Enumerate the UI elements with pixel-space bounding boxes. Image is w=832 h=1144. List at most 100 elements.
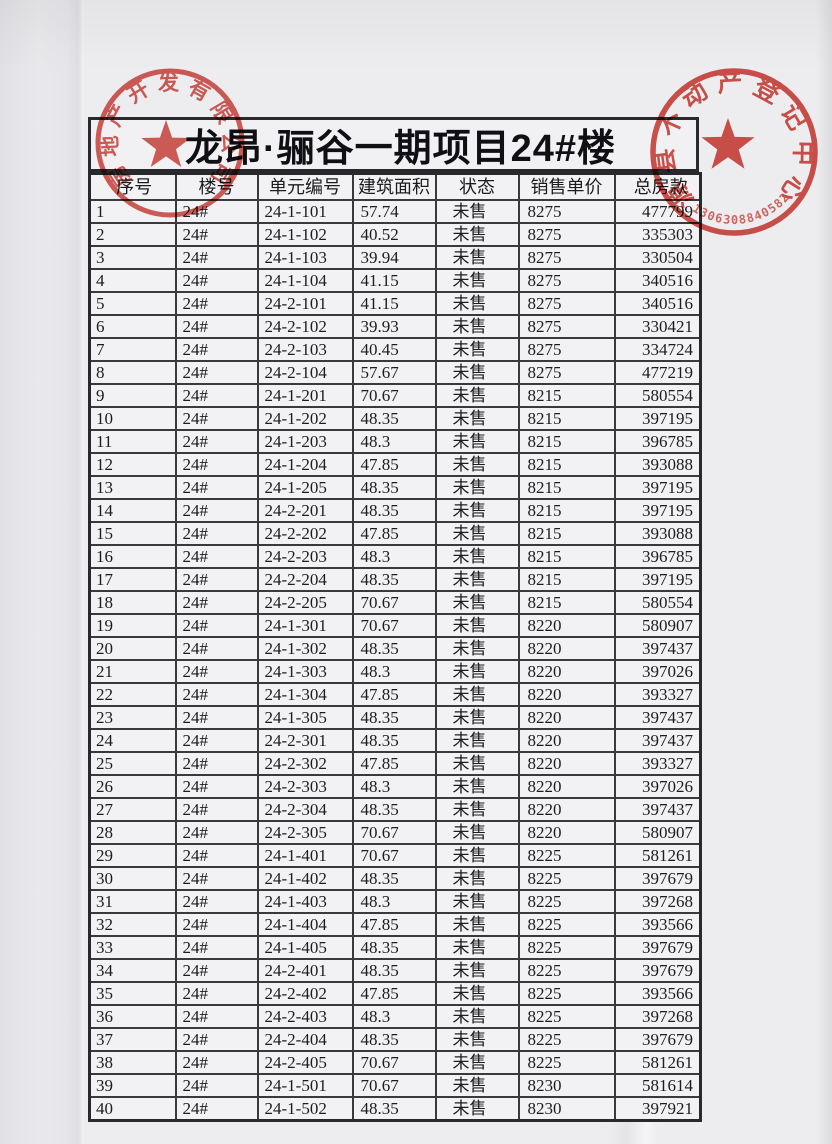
- cell: 24#: [174, 406, 259, 431]
- cell: 未售: [434, 912, 520, 937]
- cell: 24-1-502: [256, 1096, 354, 1122]
- cell: 未售: [434, 958, 520, 983]
- table-row: 1 24# 24-1-101 57.74 未售 8275 477799: [88, 199, 702, 224]
- cell: 24#: [174, 245, 259, 270]
- cell: 24-1-304: [256, 682, 354, 707]
- cell: 24#: [174, 797, 259, 822]
- cell: 48.35: [351, 406, 437, 431]
- table-row: 4 24# 24-1-104 41.15 未售 8275 340516: [88, 268, 702, 293]
- cell: 18: [88, 590, 177, 615]
- cell: 8225: [517, 1050, 616, 1075]
- cell: 未售: [434, 452, 520, 477]
- cell: 397026: [613, 659, 702, 684]
- cell: 未售: [434, 820, 520, 845]
- cell: 8215: [517, 383, 616, 408]
- cell: 24-1-101: [256, 199, 354, 224]
- paper-crease-left: [0, 0, 84, 1144]
- cell: 28: [88, 820, 177, 845]
- cell: 47.85: [351, 751, 437, 776]
- cell: 48.35: [351, 797, 437, 822]
- cell: 13: [88, 475, 177, 500]
- cell: 24-1-305: [256, 705, 354, 730]
- table-row: 16 24# 24-2-203 48.3 未售 8215 396785: [88, 544, 702, 569]
- cell: 8275: [517, 245, 616, 270]
- table-row: 22 24# 24-1-304 47.85 未售 8220 393327: [88, 682, 702, 707]
- cell: 未售: [434, 636, 520, 661]
- cell: 35: [88, 981, 177, 1006]
- column-header-2: 单元编号: [256, 172, 354, 201]
- cell: 8225: [517, 866, 616, 891]
- cell: 24#: [174, 613, 259, 638]
- cell: 57.74: [351, 199, 437, 224]
- cell: 24-2-201: [256, 498, 354, 523]
- cell: 8220: [517, 751, 616, 776]
- cell: 24-2-305: [256, 820, 354, 845]
- cell: 396785: [613, 544, 702, 569]
- cell: 未售: [434, 222, 520, 247]
- cell: 24#: [174, 360, 259, 385]
- cell: 2: [88, 222, 177, 247]
- cell: 397437: [613, 797, 702, 822]
- cell: 24-2-103: [256, 337, 354, 362]
- cell: 40: [88, 1096, 177, 1122]
- table-row: 17 24# 24-2-204 48.35 未售 8215 397195: [88, 567, 702, 592]
- cell: 24-1-203: [256, 429, 354, 454]
- table-row: 27 24# 24-2-304 48.35 未售 8220 397437: [88, 797, 702, 822]
- cell: 32: [88, 912, 177, 937]
- cell: 24-2-104: [256, 360, 354, 385]
- cell: 47.85: [351, 912, 437, 937]
- cell: 48.35: [351, 475, 437, 500]
- table-row: 9 24# 24-1-201 70.67 未售 8215 580554: [88, 383, 702, 408]
- document-title-bar: 龙昂·骊谷一期项目24#楼: [88, 117, 699, 172]
- cell: 未售: [434, 268, 520, 293]
- cell: 48.35: [351, 866, 437, 891]
- cell: 8225: [517, 1004, 616, 1029]
- cell: 47.85: [351, 521, 437, 546]
- table-row: 24 24# 24-2-301 48.35 未售 8220 397437: [88, 728, 702, 753]
- cell: 未售: [434, 751, 520, 776]
- cell: 8275: [517, 337, 616, 362]
- cell: 24#: [174, 222, 259, 247]
- cell: 8220: [517, 797, 616, 822]
- cell: 37: [88, 1027, 177, 1052]
- cell: 8225: [517, 912, 616, 937]
- cell: 70.67: [351, 383, 437, 408]
- cell: 48.35: [351, 705, 437, 730]
- cell: 397437: [613, 705, 702, 730]
- table-row: 30 24# 24-1-402 48.35 未售 8225 397679: [88, 866, 702, 891]
- cell: 8220: [517, 682, 616, 707]
- table-row: 3 24# 24-1-103 39.94 未售 8275 330504: [88, 245, 702, 270]
- cell: 8225: [517, 1027, 616, 1052]
- cell: 8220: [517, 636, 616, 661]
- cell: 16: [88, 544, 177, 569]
- cell: 34: [88, 958, 177, 983]
- cell: 24#: [174, 314, 259, 339]
- cell: 未售: [434, 728, 520, 753]
- cell: 24#: [174, 199, 259, 224]
- cell: 24-1-402: [256, 866, 354, 891]
- table-row: 36 24# 24-2-403 48.3 未售 8225 397268: [88, 1004, 702, 1029]
- table-row: 6 24# 24-2-102 39.93 未售 8275 330421: [88, 314, 702, 339]
- cell: 8275: [517, 268, 616, 293]
- table-row: 23 24# 24-1-305 48.35 未售 8220 397437: [88, 705, 702, 730]
- table-row: 2 24# 24-1-102 40.52 未售 8275 335303: [88, 222, 702, 247]
- cell: 8220: [517, 705, 616, 730]
- cell: 24-1-103: [256, 245, 354, 270]
- table-row: 7 24# 24-2-103 40.45 未售 8275 334724: [88, 337, 702, 362]
- cell: 24#: [174, 728, 259, 753]
- cell: 8215: [517, 406, 616, 431]
- cell: 24#: [174, 268, 259, 293]
- cell: 未售: [434, 383, 520, 408]
- cell: 24#: [174, 498, 259, 523]
- table-row: 35 24# 24-2-402 47.85 未售 8225 393566: [88, 981, 702, 1006]
- cell: 8275: [517, 222, 616, 247]
- cell: 24-2-302: [256, 751, 354, 776]
- cell: 未售: [434, 360, 520, 385]
- cell: 580554: [613, 383, 702, 408]
- cell: 24-1-405: [256, 935, 354, 960]
- cell: 397195: [613, 567, 702, 592]
- column-header-3: 建筑面积: [351, 172, 437, 201]
- cell: 397195: [613, 498, 702, 523]
- cell: 24#: [174, 636, 259, 661]
- cell: 24#: [174, 935, 259, 960]
